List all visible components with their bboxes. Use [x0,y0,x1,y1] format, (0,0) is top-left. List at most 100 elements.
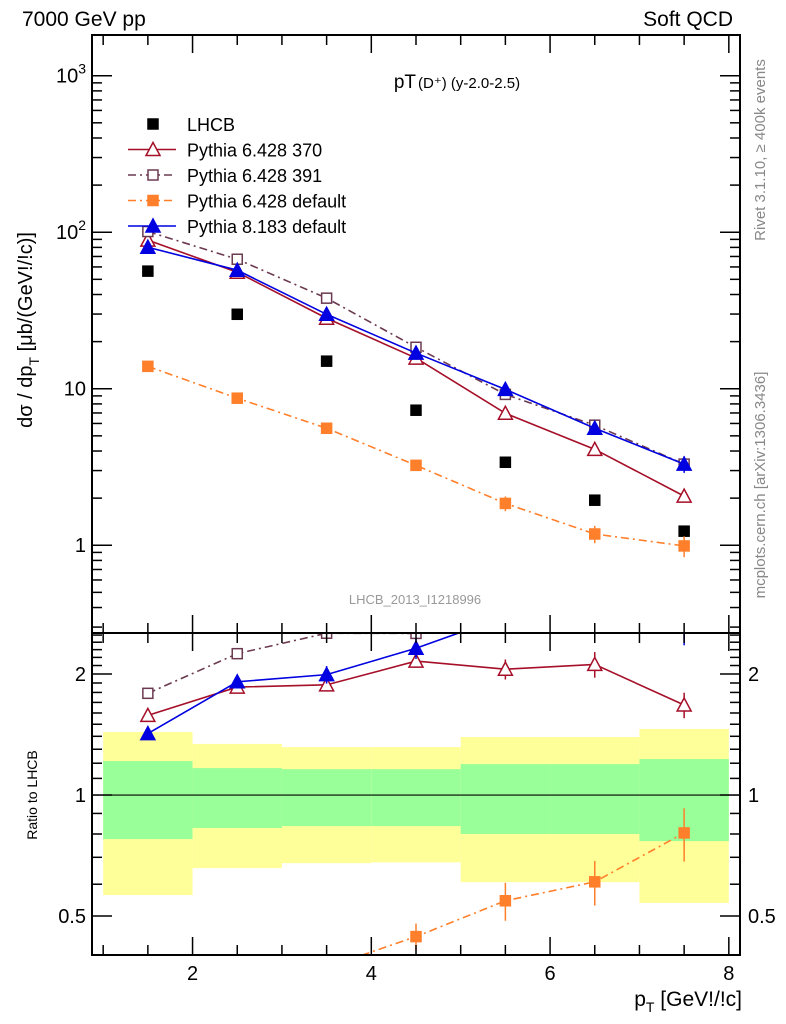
x-axis-label: pT [GeV!/!c] [634,988,742,1015]
legend-label: Pythia 6.428 370 [187,141,322,161]
data-point-square [142,360,154,373]
legend-label: Pythia 8.183 default [187,217,346,237]
legend-item: Pythia 8.183 default [128,217,346,237]
data-point-triangle [407,639,425,656]
header-left: 7000 GeV pp [22,8,146,31]
data-point-triangle [407,344,425,360]
series-line [147,660,685,717]
data-point-square [590,611,600,621]
data-point-triangle [586,655,604,672]
legend-label: Pythia 6.428 default [187,192,346,212]
data-point-triangle [497,380,514,397]
band-green [281,769,372,827]
data-point-triangle [497,660,514,676]
data-point-triangle [139,238,157,254]
band-green [371,769,461,827]
series-pythia-6-428-370 [139,652,693,723]
band-green [550,764,640,834]
data-point-triangle [228,261,246,277]
data-point-square [147,194,159,207]
chart-title-sub: (D⁺) (y-2.0-2.5) [418,75,520,92]
data-point-square [410,459,422,472]
series-lhcb [142,265,690,537]
main-y-axis-label: dσ / dpT [μb/(GeV!/!c)] [15,232,42,428]
data-point-square [147,118,159,130]
data-point-triangle [139,706,157,723]
x-tick-label: 8 [723,963,734,985]
data-point-square [322,962,332,972]
ratio-y-tick-label-left: 1 [75,785,86,807]
data-point-square [499,456,512,469]
data-point-square [499,497,512,510]
x-tick-label: 2 [187,963,198,985]
data-point-square [589,528,601,540]
legend-item: LHCB [147,115,235,135]
header-right: Soft QCD [643,8,733,31]
ratio-y-tick-label-right: 1 [748,785,759,807]
data-point-triangle [498,609,512,622]
data-point-triangle [588,609,602,622]
data-point-square [589,876,601,888]
data-point-triangle [318,666,335,682]
data-point-square [589,494,601,506]
data-point-triangle [139,725,157,741]
data-point-square [678,540,690,552]
main-y-tick-label: 10 [64,379,86,401]
data-point-triangle [586,419,604,436]
legend: LHCB Pythia 6.428 370 Pythia 6.428 391 Pyth… [128,115,346,237]
main-series [139,225,693,558]
data-point-square [320,422,333,435]
main-y-tick-label: 102 [56,217,86,244]
data-point-triangle [675,487,693,503]
analysis-watermark: LHCB_2013_I1218996 [349,592,481,607]
data-point-triangle [497,404,514,421]
data-point-square [410,404,422,416]
data-point-square [147,169,159,181]
legend-label: LHCB [187,115,235,135]
data-point-square [410,930,422,943]
data-point-triangle [228,673,246,689]
data-point-triangle [586,440,604,457]
data-point-square [142,265,154,277]
series-line [147,239,685,497]
legend-item: Pythia 6.428 370 [128,141,322,161]
legend-item: Pythia 6.428 default [128,192,346,212]
band-green [460,764,551,834]
data-point-square [231,392,243,404]
data-point-square [320,292,333,304]
ratio-y-tick-label-left: 2 [75,664,86,686]
rivet-label: Rivet 3.1.10, ≥ 400k events [752,59,769,241]
data-point-square [142,687,154,700]
data-point-triangle [318,676,335,692]
data-point-triangle [407,652,425,668]
x-tick-label: 4 [366,963,377,985]
data-point-triangle [144,217,162,233]
series-pythia-8-183-default [139,238,693,473]
data-point-square [231,308,243,321]
x-tick-label: 6 [545,963,556,985]
data-point-square [678,525,690,537]
data-point-triangle [675,455,693,471]
data-point-square [231,647,243,660]
ratio-y-axis-label: Ratio to LHCB [24,750,40,839]
data-point-square [499,895,512,907]
main-y-tick-label: 103 [56,61,86,88]
chart-title-main: pT [394,72,417,93]
ratio-y-tick-label-right: 0.5 [748,906,776,928]
legend-label: Pythia 6.428 391 [187,166,322,186]
band-green [103,761,193,840]
mcplots-label: mcplots.cern.ch [arXiv:1306.3436] [752,372,769,599]
data-point-triangle [318,305,335,322]
data-point-triangle [675,696,693,712]
series-pythia-6-428-default [142,360,690,558]
data-point-triangle [144,140,162,157]
legend-item: Pythia 6.428 391 [128,166,322,186]
series-pythia-8-183-default [139,609,685,741]
series-line [147,365,685,547]
ratio-bands [92,728,740,903]
data-point-square [232,968,242,978]
main-y-tick-label: 1 [75,535,86,557]
